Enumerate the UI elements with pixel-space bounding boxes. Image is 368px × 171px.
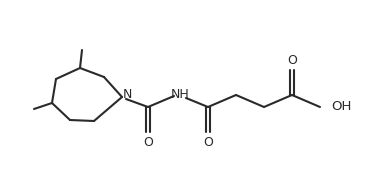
Text: OH: OH [331,101,351,114]
Text: NH: NH [171,89,190,102]
Text: O: O [287,54,297,67]
Text: O: O [203,135,213,148]
Text: O: O [143,135,153,148]
Text: N: N [122,89,132,102]
